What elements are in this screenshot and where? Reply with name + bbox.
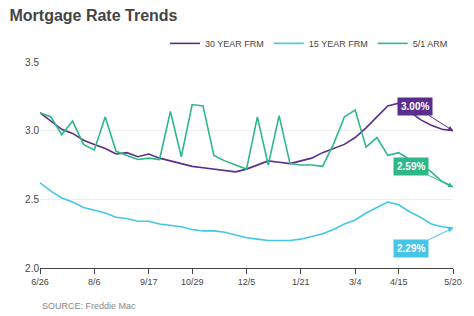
svg-text:2.0: 2.0 [25, 263, 39, 274]
svg-text:6/26: 6/26 [31, 277, 49, 287]
svg-text:Mortgage Rate Trends: Mortgage Rate Trends [9, 7, 177, 24]
svg-text:8/6: 8/6 [88, 277, 101, 287]
svg-text:15 YEAR FRM: 15 YEAR FRM [309, 39, 368, 49]
svg-text:12/5: 12/5 [238, 277, 256, 287]
svg-text:2.29%: 2.29% [397, 243, 425, 254]
svg-text:30 YEAR FRM: 30 YEAR FRM [205, 39, 264, 49]
svg-text:4/15: 4/15 [390, 277, 408, 287]
svg-text:1/21: 1/21 [292, 277, 310, 287]
svg-text:2.59%: 2.59% [397, 161, 425, 172]
svg-text:SOURCE: Freddie Mac: SOURCE: Freddie Mac [42, 301, 136, 311]
svg-text:5/1 ARM: 5/1 ARM [413, 39, 448, 49]
svg-text:3.0: 3.0 [25, 125, 39, 136]
svg-text:5/20: 5/20 [444, 277, 462, 287]
svg-text:3/4: 3/4 [349, 277, 362, 287]
svg-text:9/17: 9/17 [140, 277, 158, 287]
svg-text:3.00%: 3.00% [401, 101, 429, 112]
svg-text:3.5: 3.5 [25, 57, 39, 68]
svg-text:2.5: 2.5 [25, 194, 39, 205]
svg-text:10/29: 10/29 [181, 277, 204, 287]
